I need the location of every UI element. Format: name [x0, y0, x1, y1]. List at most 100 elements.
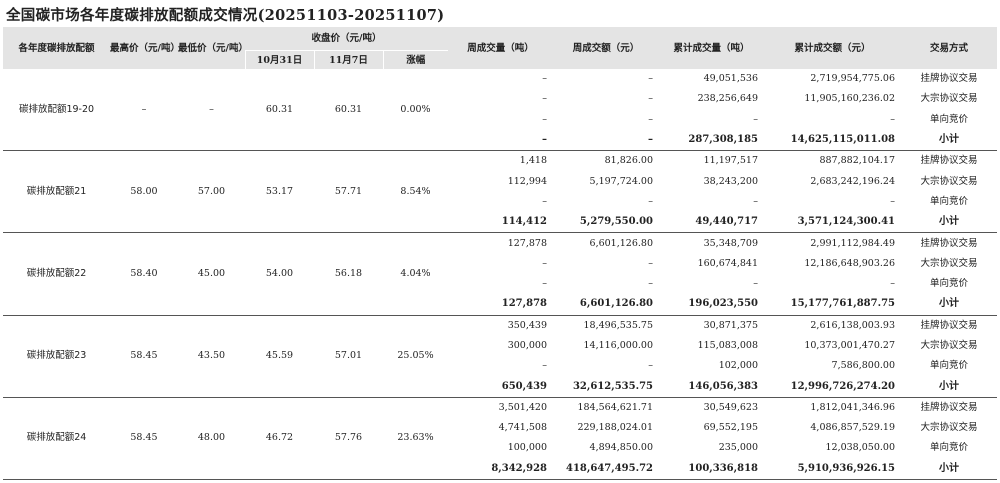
close-nov7: 57.01 [314, 315, 383, 398]
cum-volume: – [753, 278, 758, 290]
cum-amount: 2,991,112,984.49 [810, 237, 895, 249]
cum-volume: 115,083,008 [697, 340, 758, 351]
cum-amount: 3,571,124,300.41 [764, 212, 901, 234]
min-price: 43.50 [178, 315, 245, 398]
trade-method: 大宗协议交易 [920, 340, 978, 351]
weekly-amount: 5,197,724.00 [589, 175, 653, 187]
weekly-amount: – [648, 113, 653, 125]
close-nov7: 60.31 [314, 69, 383, 152]
table-row: – – 238,256,649 11,905,160,236.02 大宗协议交易 [3, 89, 997, 109]
trade-method: 挂牌协议交易 [920, 237, 978, 249]
header-cum-volume: 累计成交量（吨） [659, 27, 764, 69]
weekly-volume: 4,741,508 [498, 422, 547, 434]
trade-method: 大宗协议交易 [920, 93, 978, 105]
cum-amount: 2,719,954,775.06 [810, 73, 895, 85]
weekly-volume: – [542, 360, 547, 372]
product-name: 碳排放配额21 [3, 150, 110, 234]
cum-amount: 11,905,160,236.02 [804, 93, 895, 105]
close-nov7: 57.76 [314, 397, 383, 480]
cum-amount: 5,910,936,926.15 [764, 458, 901, 480]
header-weekly-amount: 周成交额（元） [553, 27, 659, 69]
weekly-amount: – [648, 93, 653, 105]
weekly-volume: 350,439 [507, 319, 547, 331]
header-close-price: 收盘价（元/吨） [245, 27, 448, 51]
weekly-amount: – [648, 195, 653, 207]
weekly-volume: 1,418 [519, 155, 547, 167]
header-max-price: 最高价（元/吨） [110, 27, 180, 69]
product-name: 碳排放配额24 [3, 397, 110, 480]
max-price: 58.40 [110, 232, 178, 316]
weekly-volume: – [542, 113, 547, 125]
table-row: 碳排放配额22 58.40 45.00 54.00 56.18 4.04% 127,878 6… [3, 232, 997, 316]
trade-method: 单向竞价 [929, 442, 968, 454]
cum-volume: 160,674,841 [697, 257, 758, 269]
cum-volume: 11,197,517 [703, 155, 758, 167]
header-min-price: 最低价（元/吨） [178, 27, 248, 69]
close-oct31: 46.72 [245, 397, 314, 480]
cum-amount: 10,373,001,470.27 [804, 340, 895, 351]
trade-method: 小计 [901, 376, 997, 398]
weekly-volume: – [542, 73, 547, 85]
page-title: 全国碳市场各年度碳排放配额成交情况(20251103-20251107) [6, 7, 445, 24]
header-method: 交易方式 [901, 27, 997, 69]
weekly-volume: – [542, 195, 547, 207]
cum-volume: 196,023,550 [659, 294, 764, 316]
cum-volume: – [753, 113, 758, 125]
weekly-amount: 6,601,126.80 [553, 294, 659, 316]
weekly-amount: 14,116,000.00 [583, 340, 653, 351]
table-row: – – – – 单向竞价 [3, 192, 997, 212]
trade-method: 单向竞价 [929, 113, 968, 125]
trade-method: 小计 [901, 212, 997, 234]
table-row: 4,741,508 229,188,024.01 69,552,195 4,086,8… [3, 418, 997, 438]
cum-volume: 30,549,623 [703, 401, 758, 413]
table-row: 112,994 5,197,724.00 38,243,200 2,683,242,1… [3, 171, 997, 191]
weekly-amount: 81,826.00 [604, 155, 653, 167]
table-row: – – – – 单向竞价 [3, 274, 997, 294]
max-price: 58.45 [110, 315, 178, 398]
min-price: 48.00 [178, 397, 245, 480]
cum-volume: 30,871,375 [703, 319, 758, 331]
weekly-volume: – [448, 129, 553, 152]
weekly-amount: 5,279,550.00 [553, 212, 659, 234]
weekly-amount: 6,601,126.80 [589, 237, 653, 249]
cum-volume: 49,440,717 [659, 212, 764, 234]
table-row: – – 102,000 7,586,800.00 单向竞价 [3, 356, 997, 376]
trade-method: 小计 [901, 294, 997, 316]
weekly-volume: 300,000 [507, 340, 547, 351]
max-price: – [110, 69, 178, 152]
trade-method: 大宗协议交易 [920, 422, 978, 434]
min-price: – [178, 69, 245, 152]
cum-volume: 35,348,709 [703, 237, 758, 249]
weekly-amount: – [553, 129, 659, 152]
header-change: 涨幅 [382, 50, 448, 69]
table-row: 300,000 14,116,000.00 115,083,008 10,373,00… [3, 336, 997, 356]
trade-method: 小计 [901, 458, 997, 480]
trade-method: 小计 [901, 129, 997, 152]
cum-volume: – [753, 195, 758, 207]
cum-amount: 887,882,104.17 [819, 155, 895, 167]
cum-volume: 102,000 [718, 360, 758, 372]
weekly-volume: 127,878 [448, 294, 553, 316]
cum-volume: 235,000 [718, 442, 758, 454]
header-weekly-volume: 周成交量（吨） [448, 27, 553, 69]
cum-volume: 238,256,649 [697, 93, 758, 105]
cum-amount: 12,996,726,274.20 [764, 376, 901, 398]
table-row: 碳排放配额23 58.45 43.50 45.59 57.01 25.05% 350,439… [3, 315, 997, 398]
cum-volume: 49,051,536 [703, 73, 758, 85]
cum-amount: 2,616,138,003.93 [810, 319, 895, 331]
table-row: – – 160,674,841 12,186,648,903.26 大宗协议交易 [3, 254, 997, 274]
trade-method: 单向竞价 [929, 278, 968, 290]
header-cum-amount: 累计成交额（元） [764, 27, 901, 69]
subtotal-row: 8,342,928 418,647,495.72 100,336,818 5,910,… [3, 458, 997, 480]
cum-amount: 4,086,857,529.19 [810, 422, 895, 434]
close-oct31: 60.31 [245, 69, 314, 152]
trade-method: 挂牌协议交易 [920, 155, 978, 167]
weekly-volume: 127,878 [507, 237, 547, 249]
close-oct31: 54.00 [245, 232, 314, 316]
cum-amount: 2,683,242,196.24 [810, 175, 895, 187]
subtotal-row: 650,439 32,612,535.75 146,056,383 12,996,72… [3, 376, 997, 398]
max-price: 58.00 [110, 150, 178, 234]
table-row: 碳排放配额21 58.00 57.00 53.17 57.71 8.54% 1,418 81,… [3, 150, 997, 234]
trade-method: 单向竞价 [929, 195, 968, 207]
table-row: 碳排放配额24 58.45 48.00 46.72 57.76 23.63% 3,501,4… [3, 397, 997, 480]
